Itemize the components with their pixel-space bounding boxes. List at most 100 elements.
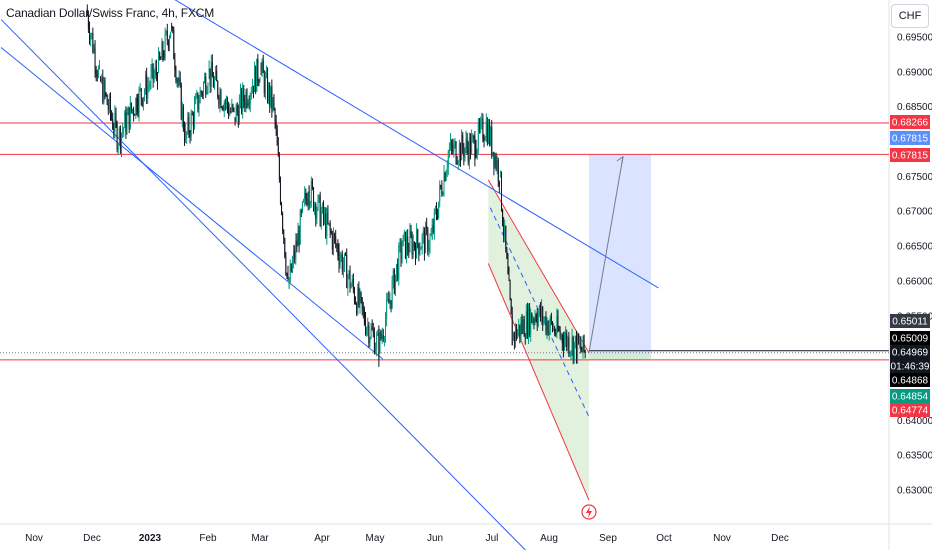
candle-body (510, 298, 512, 315)
candle-body (247, 103, 249, 106)
candle-body (371, 327, 373, 330)
candle-body (335, 236, 337, 245)
candle-body (260, 68, 262, 70)
candle-body (238, 100, 240, 125)
candle-body (428, 247, 430, 252)
candle-body (358, 287, 360, 306)
candle-body (425, 225, 427, 254)
candle-body (215, 70, 217, 80)
candle-body (207, 84, 209, 91)
candle-body (494, 156, 496, 168)
candle-body (572, 336, 574, 360)
candle-body (262, 60, 264, 73)
candle-body (555, 333, 557, 335)
candle-body (447, 151, 449, 168)
candle-body (340, 254, 342, 259)
candle-body (277, 145, 279, 156)
candle-body (230, 110, 232, 112)
candle-body (556, 316, 558, 334)
candle-body (543, 319, 545, 323)
candle-body (178, 78, 180, 83)
candle-body (274, 110, 276, 122)
candle-body (306, 198, 308, 206)
candle-body (122, 130, 124, 134)
candle-body (363, 310, 365, 324)
candle-body (465, 138, 467, 149)
candle-body (388, 299, 390, 304)
short-lower-edge (487, 263, 590, 501)
candle-body (148, 84, 150, 86)
candle-body (170, 31, 172, 39)
candle-body (91, 33, 93, 36)
candle-body (155, 66, 157, 76)
price-tag (890, 131, 930, 145)
candle-body (357, 287, 359, 314)
candle-body (412, 241, 414, 255)
candle-body (373, 332, 375, 354)
candle-body (353, 288, 355, 302)
candle-body (508, 273, 510, 282)
candle-body (116, 123, 118, 150)
candle-body (455, 141, 457, 164)
price-tags: 0.68266 0.67815 0.67815 0.65011 0.65009 0.649… (890, 115, 930, 417)
candle-body (584, 350, 586, 354)
candle-body (256, 58, 258, 92)
candle-body (192, 114, 194, 127)
candle-body (311, 181, 313, 188)
candle-body (114, 112, 116, 132)
candle-body (233, 108, 235, 110)
candle-body (416, 229, 418, 259)
candle-body (172, 26, 174, 30)
candle-body (505, 225, 507, 249)
candle-body (366, 328, 368, 334)
symbol-title[interactable]: Canadian Dollar/Swiss Franc, 4h, FXCM (6, 6, 215, 20)
candle-body (163, 56, 165, 58)
candle-body (320, 212, 322, 226)
candle-body (156, 75, 158, 86)
candle-body (362, 307, 364, 311)
candle-body (496, 160, 498, 169)
candle-body (177, 79, 179, 83)
candle-body (467, 147, 469, 162)
candle-body (309, 203, 311, 205)
candle-body (369, 337, 371, 344)
candle-body (187, 116, 189, 133)
currency-button[interactable]: CHF (891, 4, 929, 28)
candle-body (221, 107, 223, 109)
candle-body (211, 61, 213, 78)
x-tick-label: Oct (656, 533, 672, 544)
x-tick-label: Feb (199, 533, 217, 544)
candle-body (126, 114, 128, 134)
price-tag (890, 314, 930, 328)
candle-body (179, 78, 181, 85)
candle-body (386, 299, 388, 319)
candle-body (581, 349, 583, 352)
candle-body (573, 342, 575, 360)
candle-body (93, 47, 95, 53)
candle-body (197, 92, 199, 110)
candle-body (147, 85, 149, 99)
candle-body (331, 233, 333, 250)
candle-body (433, 209, 435, 232)
y-tick-label: 0.66000 (897, 276, 932, 287)
x-tick-label: Nov (713, 533, 731, 544)
candle-body (94, 47, 96, 70)
candle-body (450, 141, 452, 149)
candle-body (464, 148, 466, 158)
candle-body (463, 148, 465, 158)
candle-body (421, 235, 423, 248)
candle-body (367, 325, 369, 329)
candle-body (235, 106, 237, 122)
candle-body (439, 185, 441, 202)
candle-body (476, 149, 478, 158)
candle-body (542, 307, 544, 323)
candle-body (171, 26, 173, 28)
candle-body (267, 72, 269, 102)
candle-body (329, 222, 331, 231)
candle-body (168, 38, 170, 48)
candle-body (328, 222, 330, 224)
candle-body (297, 230, 299, 247)
candle-body (345, 253, 347, 256)
x-tick-label: Sep (599, 533, 617, 544)
